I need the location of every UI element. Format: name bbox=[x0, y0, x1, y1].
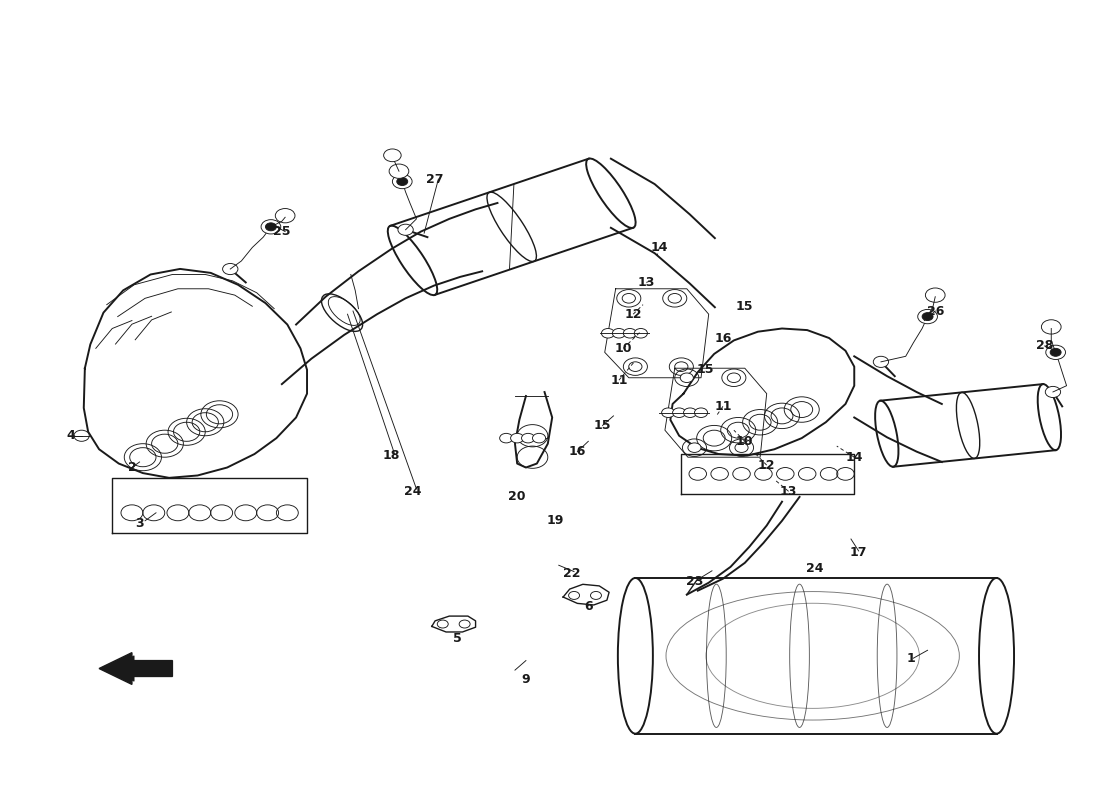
Circle shape bbox=[613, 329, 626, 338]
Circle shape bbox=[222, 263, 238, 274]
Text: 19: 19 bbox=[547, 514, 564, 527]
Text: 25: 25 bbox=[273, 225, 290, 238]
Circle shape bbox=[727, 373, 740, 382]
Circle shape bbox=[499, 434, 513, 443]
Text: 10: 10 bbox=[615, 342, 632, 355]
Circle shape bbox=[265, 223, 276, 230]
Text: 12: 12 bbox=[625, 308, 642, 321]
Text: 11: 11 bbox=[610, 374, 628, 386]
Circle shape bbox=[1045, 386, 1060, 398]
Text: 9: 9 bbox=[521, 673, 530, 686]
Text: 14: 14 bbox=[651, 241, 668, 254]
Circle shape bbox=[623, 294, 636, 303]
Circle shape bbox=[1050, 348, 1062, 356]
Text: 10: 10 bbox=[736, 435, 754, 448]
Circle shape bbox=[261, 220, 280, 234]
Circle shape bbox=[521, 434, 535, 443]
Text: 1: 1 bbox=[906, 652, 915, 665]
Text: 24: 24 bbox=[405, 485, 422, 498]
Text: 11: 11 bbox=[714, 400, 732, 413]
Text: 15: 15 bbox=[594, 419, 612, 432]
Text: 24: 24 bbox=[806, 562, 824, 575]
Circle shape bbox=[629, 362, 642, 371]
Text: 12: 12 bbox=[758, 458, 776, 472]
Circle shape bbox=[661, 408, 674, 418]
Circle shape bbox=[532, 434, 546, 443]
Circle shape bbox=[389, 164, 409, 178]
Text: 26: 26 bbox=[926, 305, 944, 318]
Circle shape bbox=[602, 329, 615, 338]
Text: 27: 27 bbox=[427, 173, 443, 186]
Circle shape bbox=[393, 174, 412, 189]
Text: 14: 14 bbox=[846, 450, 864, 464]
Text: 16: 16 bbox=[569, 445, 586, 458]
Polygon shape bbox=[101, 656, 173, 682]
Text: 15: 15 bbox=[736, 300, 754, 313]
Text: 28: 28 bbox=[1036, 339, 1054, 353]
Text: 13: 13 bbox=[638, 276, 654, 289]
Circle shape bbox=[635, 329, 648, 338]
Circle shape bbox=[1046, 345, 1066, 359]
Circle shape bbox=[694, 408, 707, 418]
Circle shape bbox=[398, 224, 414, 235]
Text: 4: 4 bbox=[66, 430, 75, 442]
Text: 17: 17 bbox=[850, 546, 868, 559]
Text: 13: 13 bbox=[780, 485, 798, 498]
Circle shape bbox=[917, 310, 937, 324]
Circle shape bbox=[668, 294, 681, 303]
Text: 22: 22 bbox=[563, 566, 581, 580]
Text: 20: 20 bbox=[508, 490, 526, 503]
Circle shape bbox=[735, 443, 748, 453]
Polygon shape bbox=[99, 653, 173, 685]
Circle shape bbox=[674, 362, 688, 371]
Circle shape bbox=[624, 329, 637, 338]
Text: 15: 15 bbox=[696, 363, 714, 376]
Circle shape bbox=[688, 443, 701, 453]
Text: 5: 5 bbox=[452, 632, 461, 645]
Text: 2: 2 bbox=[128, 461, 136, 474]
Circle shape bbox=[680, 373, 693, 382]
Circle shape bbox=[672, 408, 685, 418]
Text: 3: 3 bbox=[135, 517, 144, 530]
Text: 18: 18 bbox=[383, 449, 400, 462]
Circle shape bbox=[74, 430, 89, 442]
Text: 16: 16 bbox=[714, 331, 732, 345]
Circle shape bbox=[683, 408, 696, 418]
Circle shape bbox=[922, 313, 933, 321]
Text: 23: 23 bbox=[685, 574, 703, 588]
Circle shape bbox=[397, 178, 408, 186]
Circle shape bbox=[873, 356, 889, 367]
Circle shape bbox=[510, 434, 524, 443]
Text: 6: 6 bbox=[584, 600, 593, 613]
